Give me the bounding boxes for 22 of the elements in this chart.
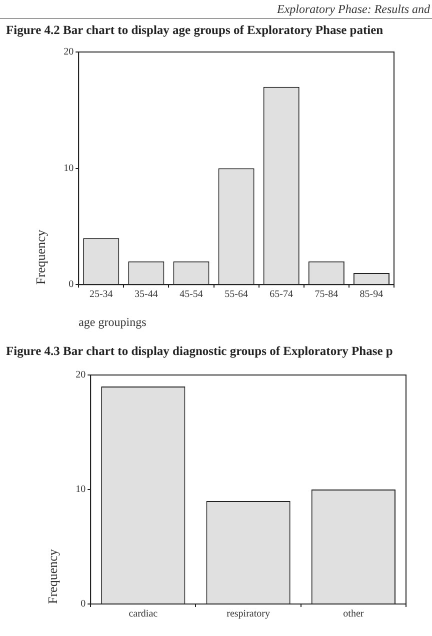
y-axis-title: Frequency: [45, 548, 60, 604]
x-tick-label: respiratory: [226, 608, 270, 620]
x-tick-label: 55-64: [224, 289, 248, 300]
y-tick-label: 0: [80, 598, 86, 610]
y-tick-label: 20: [76, 370, 86, 381]
y-tick-label: 0: [68, 279, 74, 290]
chart-title: Figure 4.3 Bar chart to display diagnostic groups of Exploratory Phase p: [5, 344, 394, 359]
x-tick-label: 45-54: [180, 289, 203, 300]
x-tick-label: 85-94: [360, 289, 384, 300]
y-tick-label: 10: [76, 484, 86, 496]
x-tick-label: 25-34: [89, 289, 113, 300]
y-axis-title: Frequency: [33, 229, 48, 285]
x-tick-label: cardiac: [128, 608, 158, 620]
x-tick-label: 65-74: [270, 289, 294, 300]
x-axis-title: age groupings: [78, 314, 147, 329]
chart-title: Figure 4.2 Bar chart to display age groups of Exploratory Phase patien: [5, 23, 384, 38]
y-tick-label: 10: [64, 162, 74, 174]
y-tick-label: 20: [64, 46, 74, 58]
text: Exploratory Phase: Results and: [0, 2, 432, 19]
x-tick-label: 35-44: [134, 289, 158, 300]
x-tick-label: 75-84: [314, 289, 338, 300]
x-tick-label: other: [343, 608, 364, 620]
